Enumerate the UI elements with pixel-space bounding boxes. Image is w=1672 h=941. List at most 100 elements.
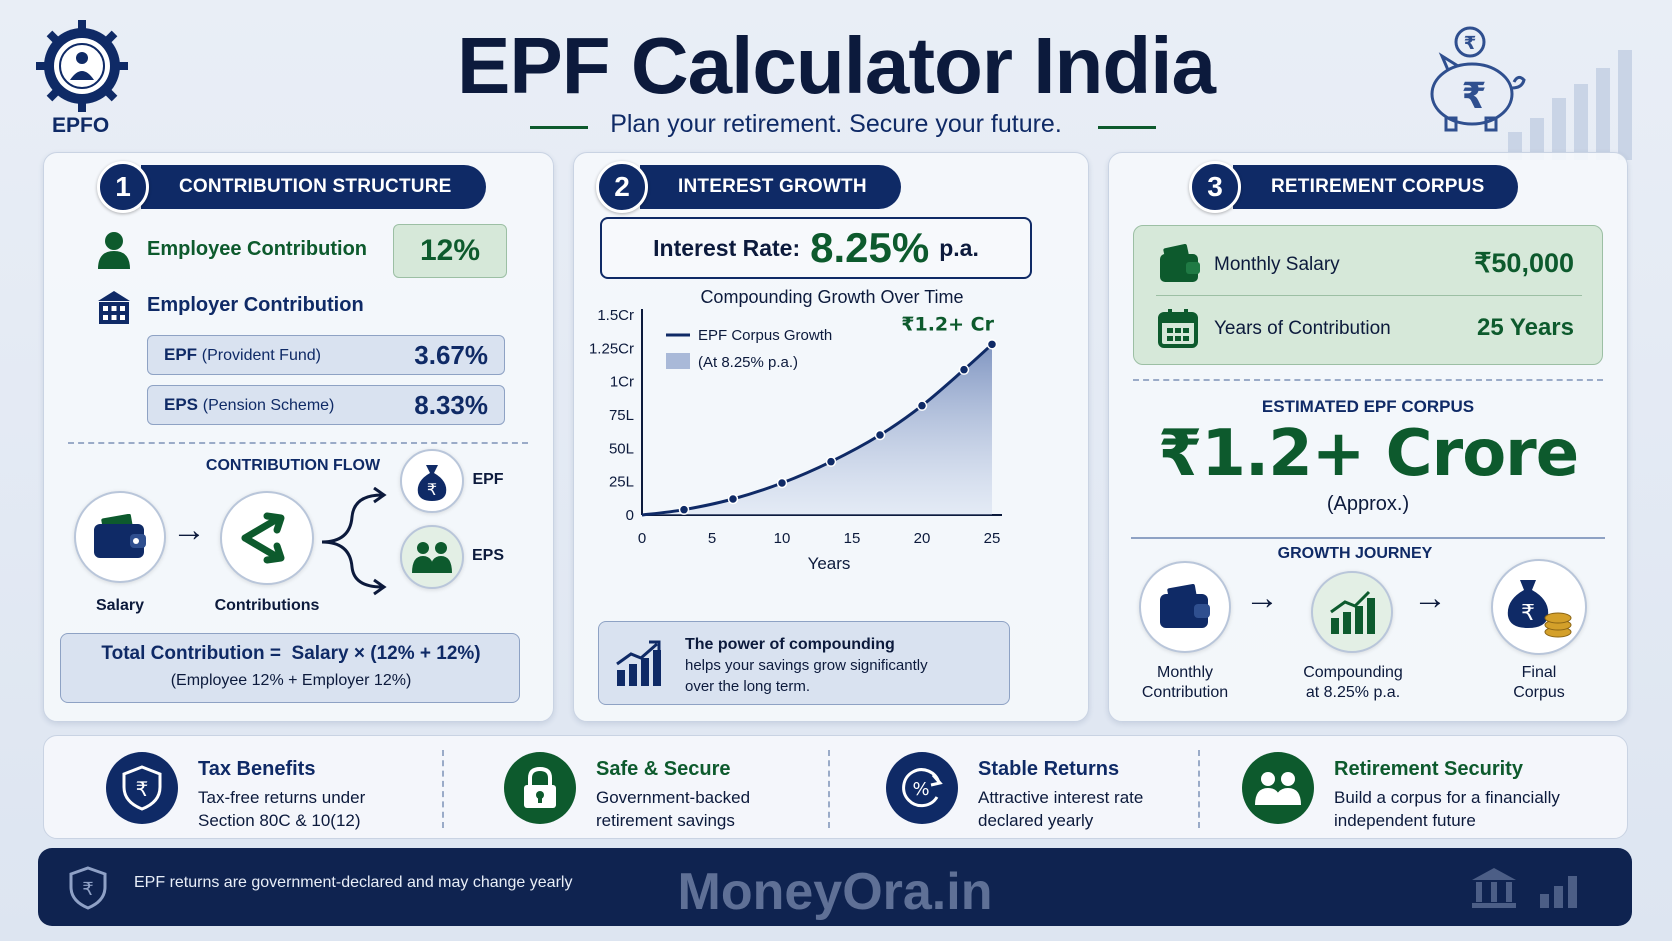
data-point [825, 456, 837, 467]
subtitle-line-right [1098, 126, 1156, 129]
background-bars-decoration [1508, 50, 1632, 160]
benefit-safe: Safe & Secure Government-backed retiremen… [504, 750, 824, 830]
divider [1131, 537, 1605, 539]
benefit-line-2: declared yearly [978, 811, 1094, 830]
compounding-note-box: The power of compounding helps your savi… [598, 621, 1010, 705]
benefit-stable: % Stable Returns Attractive interest rat… [886, 750, 1206, 830]
benefit-title: Stable Returns [978, 758, 1120, 780]
data-point [958, 364, 970, 375]
end-value-label: ₹1.2+ Cr [901, 313, 994, 335]
interest-rate-label: Interest Rate: [653, 234, 801, 261]
benefit-line-1: Government-backed [596, 788, 751, 807]
benefit-tax: ₹ Tax Benefits Tax-free returns under Sec… [106, 750, 426, 830]
data-point [678, 504, 690, 515]
page-subtitle: Plan your retirement. Secure your future… [610, 110, 1062, 138]
data-point [916, 400, 928, 411]
wallet-icon [1160, 584, 1210, 628]
benefit-title: Tax Benefits [198, 758, 316, 780]
benefit-title: Safe & Secure [596, 758, 731, 780]
x-tick-label: 15 [844, 530, 861, 547]
piggy-bank-icon: ₹ ₹ [1430, 26, 1526, 132]
x-tick-label: 5 [708, 530, 716, 547]
monthly-salary-value: ₹50,000 [1474, 248, 1574, 278]
epf-circle: ₹ [400, 449, 464, 513]
epfo-logo [36, 20, 128, 112]
benefit-line-2: Section 80C & 10(12) [198, 811, 361, 830]
data-point [986, 339, 998, 350]
interest-rate-unit: p.a. [939, 234, 979, 261]
section-number: 2 [596, 161, 648, 213]
divider [1133, 379, 1603, 381]
building-icon [98, 291, 130, 324]
eps-split-row: EPS (Pension Scheme) 8.33% [147, 385, 505, 425]
separator [1198, 750, 1200, 828]
section-badge-3: 3 RETIREMENT CORPUS [1189, 161, 1519, 213]
journey-step-3-circle: ₹ [1491, 559, 1587, 655]
shield-rupee-icon: ₹ [106, 752, 178, 824]
divider [68, 442, 528, 444]
benefit-desc: Tax-free returns under Section 80C & 10(1… [198, 786, 365, 832]
svg-text:₹: ₹ [136, 777, 149, 801]
y-tick-label: 1.5Cr [597, 307, 634, 324]
y-tick-label: 25L [609, 474, 634, 491]
eps-key: EPS [164, 395, 199, 414]
flow-epf-caption: EPF [472, 471, 504, 488]
legend-area-swatch [666, 353, 690, 369]
disclaimer-text: EPF returns are government-declared and … [134, 874, 573, 891]
x-tick-label: 10 [774, 530, 791, 547]
benefit-title: Retirement Security [1334, 758, 1523, 780]
epf-split-row: EPF (Provident Fund) 3.67% [147, 335, 505, 375]
data-point [874, 429, 886, 441]
step-1-line-1: Monthly [1156, 664, 1214, 681]
growth-chart-icon [1330, 590, 1375, 634]
svg-text:₹: ₹ [1521, 601, 1535, 626]
salary-circle [74, 491, 166, 583]
benefit-desc: Attractive interest rate declared yearly [978, 786, 1143, 832]
legend-label: (At 8.25% p.a.) [698, 354, 798, 371]
y-tick-label: 50L [609, 440, 634, 457]
growth-journey-title: GROWTH JOURNEY [1277, 545, 1433, 562]
legend-label: EPF Corpus Growth [698, 327, 832, 344]
section-number: 3 [1189, 161, 1241, 213]
section-badge-2: 2 INTEREST GROWTH [596, 161, 901, 213]
monthly-salary-label: Monthly Salary [1214, 254, 1340, 275]
benefit-desc: Build a corpus for a financially independ… [1334, 786, 1560, 832]
benefit-security: Retirement Security Build a corpus for a… [1242, 750, 1602, 830]
logo-text: EPFO [52, 114, 110, 137]
journey-step-2-circle [1311, 571, 1393, 653]
wallet-icon [1160, 244, 1200, 282]
section-heading: INTEREST GROWTH [640, 165, 901, 209]
step-1-line-2: Contribution [1141, 684, 1229, 701]
contribution-structure-panel: 1 CONTRIBUTION STRUCTURE Employee Contri… [43, 152, 554, 722]
employee-contribution-label: Employee Contribution [147, 238, 367, 260]
eps-circle [400, 525, 464, 589]
svg-text:₹: ₹ [82, 879, 93, 900]
calendar-icon [1158, 309, 1198, 348]
shield-rupee-icon: ₹ [69, 866, 107, 910]
section-heading: CONTRIBUTION STRUCTURE [141, 165, 486, 209]
contributions-circle [220, 491, 314, 585]
contribution-flow-title: CONTRIBUTION FLOW [205, 457, 381, 474]
step-3-line-2: Corpus [1513, 684, 1565, 701]
divider [1156, 295, 1582, 296]
note-line-2: over the long term. [685, 678, 811, 695]
journey-step-1-circle [1139, 561, 1231, 653]
step-2-line-1: Compounding [1303, 664, 1403, 681]
y-tick-label: 1Cr [610, 374, 634, 391]
arrow-right-icon: → [1413, 579, 1447, 617]
arrow-right-icon: → [1245, 579, 1279, 617]
employee-contribution-value: 12% [393, 224, 507, 278]
formula-breakdown: (Employee 12% + Employer 12%) [170, 672, 412, 689]
separator [442, 750, 444, 828]
x-tick-label: 20 [914, 530, 931, 547]
formula-line: Total Contribution = Salary × (12% + 12%… [101, 643, 481, 664]
split-arrows-icon [241, 512, 285, 564]
flow-eps-caption: EPS [471, 547, 504, 564]
epf-key: EPF [164, 345, 198, 364]
interest-rate-box: Interest Rate: 8.25% p.a. [600, 217, 1032, 279]
money-bag-coins-icon: ₹ [1507, 580, 1572, 638]
data-point [727, 493, 739, 505]
section-heading: RETIREMENT CORPUS [1233, 165, 1519, 209]
interest-rate-value: 8.25% [810, 224, 930, 271]
flow-contributions-caption: Contributions [214, 597, 320, 614]
